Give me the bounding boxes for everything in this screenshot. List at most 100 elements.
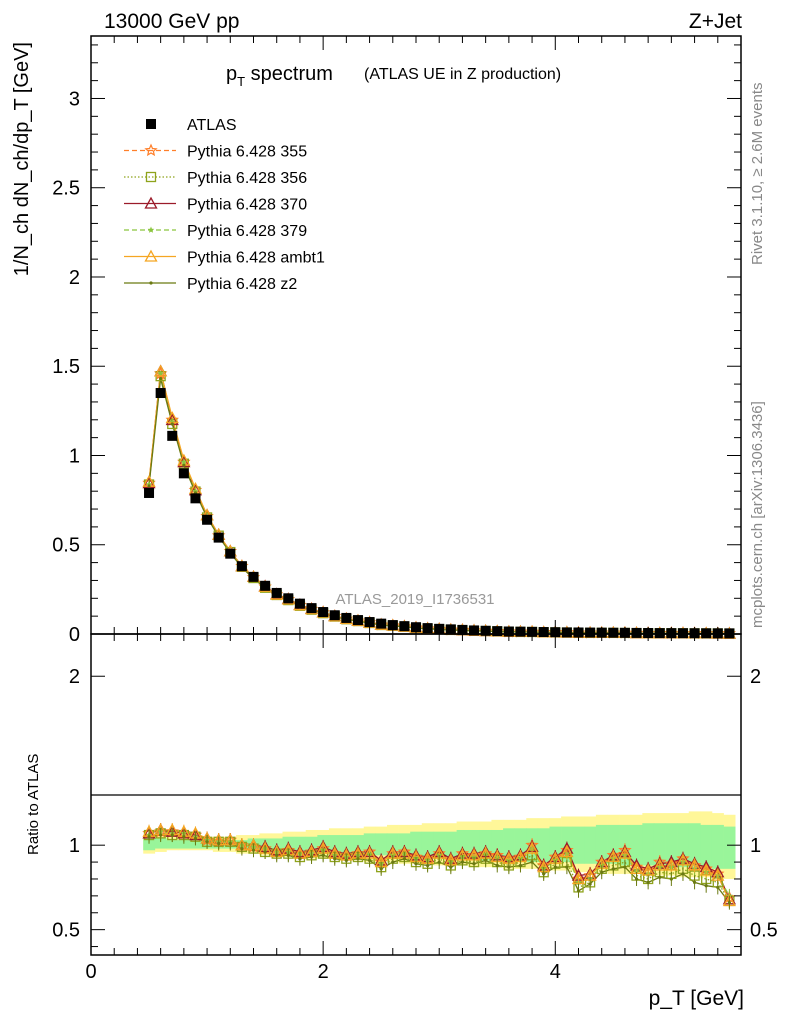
ratio-point-z2 [205,840,209,844]
point-atlas [213,532,224,543]
band-green-bin [700,824,713,868]
ratio-point-z2 [507,865,511,869]
x-axis-title: p_T [GeV] [649,987,744,1010]
legend-marker-p370 [144,196,158,209]
rivet-version-label: Rivet 3.1.10, ≥ 2.6M events [749,83,766,266]
band-green-bin [607,824,620,864]
band-green-bin [572,826,585,864]
plot-title-parenthetical: (ATLAS UE in Z production) [364,66,561,83]
ratio-point-ambt1 [641,863,655,876]
y-tick-label: 1 [69,445,80,467]
band-green-bin [410,831,423,858]
ratio-point-z2 [588,882,592,886]
point-atlas [515,626,526,637]
svg-text:pT spectrum: pT spectrum [226,63,333,89]
ratio-point-z2 [669,877,673,881]
point-atlas [376,618,387,629]
band-green-bin [549,826,562,863]
point-atlas [561,627,572,638]
band-green-bin [375,833,388,856]
band-green-bin [723,826,736,869]
band-green-bin [514,828,527,861]
ratio-point-ambt1 [699,863,713,876]
ratio-point-z2 [600,870,604,874]
ratio-point-ambt1 [687,858,702,871]
point-p370 [142,476,156,489]
ratio-point-z2 [402,857,406,861]
point-atlas [364,617,375,628]
ratio-panel-markers [142,822,737,910]
ratio-point-z2 [484,858,488,862]
band-green-bin [166,840,179,849]
band-green-bin [491,829,504,861]
legend-marker-p355 [144,143,158,157]
legend-label-p370: Pythia 6.428 370 [187,197,307,214]
ratio-point-z2 [391,860,395,864]
point-atlas [271,587,282,598]
axis-tick-labels: 00.511.522.530 2 40.5 0.51 12 2 [52,88,778,983]
ratio-point-ambt1 [606,850,620,863]
band-green-bin [363,833,376,856]
ratio-point-z2 [716,885,720,890]
process-label: Z+Jet [689,10,742,33]
plot-title-main: p [226,63,237,85]
point-z2 [159,376,163,381]
point-atlas [677,628,688,639]
band-green-bin [294,836,307,852]
ratio-point-z2 [240,846,244,851]
ratio-point-z2 [437,860,441,864]
point-atlas [248,571,259,582]
band-green-bin [421,831,434,858]
y-tick-label: 3 [69,88,80,110]
legend-label-p356: Pythia 6.428 356 [187,170,307,187]
point-atlas [422,623,433,634]
band-green-bin [445,831,457,859]
ratio-point-z2 [704,884,708,888]
ratio-point-z2 [565,865,569,869]
band-green-bin [328,835,341,854]
ratio-point-z2 [193,836,198,841]
ratio-y-tick-label-right: 2 [750,666,761,688]
legend-marker-z2 [149,281,153,285]
point-atlas [387,620,398,631]
band-green-bin [665,823,678,868]
ratio-point-z2 [159,833,163,837]
ratio-point-z2 [414,862,418,866]
band-green-bin [178,840,190,849]
ratio-point-z2 [217,841,221,846]
ratio-y-tick-label: 0.5 [52,920,80,942]
point-atlas [260,580,271,591]
point-atlas [341,612,352,623]
band-green-bin [688,823,701,868]
ratio-point-z2 [147,835,151,839]
point-atlas [654,628,665,639]
point-atlas [399,621,410,632]
ratio-point-z2 [623,865,627,869]
ratio-y-tick-label: 1 [69,835,80,857]
legend-label-ambt1: Pythia 6.428 ambt1 [187,250,325,267]
point-atlas [155,388,166,399]
point-atlas [631,627,642,638]
point-p379 [157,370,164,377]
ratio-point-z2 [542,872,546,876]
ratio-y-tick-label: 2 [69,666,80,688]
band-green-bin [711,824,724,869]
ratio-point-z2 [681,872,685,876]
ratio-y-tick-label-right: 0.5 [750,920,778,942]
legend-marker-atlas [146,119,156,129]
point-atlas [283,593,294,604]
band-green-bin [468,829,481,859]
band-green-bin [154,838,167,849]
point-atlas [538,627,549,638]
ratio-point-z2 [298,857,302,861]
ratio-point-z2 [321,853,325,857]
plot-title: pT spectrum (ATLAS UE in Z production) [226,63,561,89]
y-tick-label: 0 [69,624,80,646]
legend-marker-p356 [145,171,157,183]
ratio-point-z2 [426,863,430,868]
ratio-point-z2 [634,877,639,881]
legend: ATLAS Pythia 6.428 355 Pythia 6.428 356 Pyt… [124,117,325,293]
legend-label-atlas: ATLAS [187,117,237,134]
point-atlas [167,430,178,441]
